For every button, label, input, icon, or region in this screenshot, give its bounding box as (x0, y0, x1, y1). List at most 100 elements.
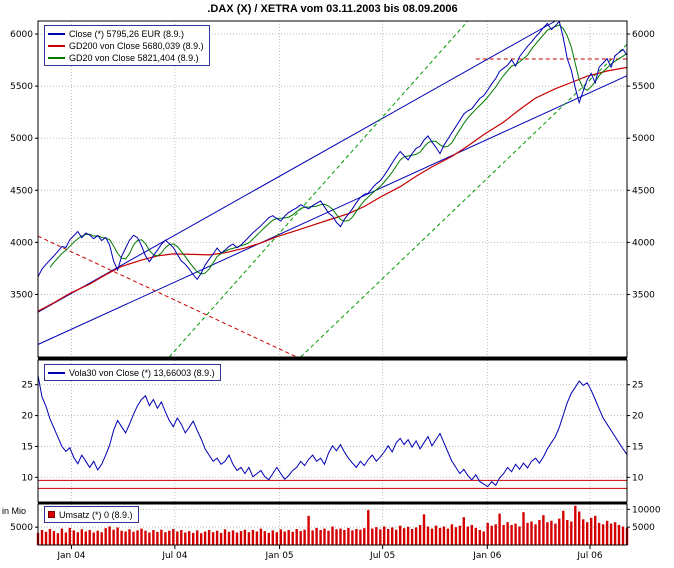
volume-bar (124, 531, 127, 545)
volume-bar (156, 531, 159, 545)
volume-bar (558, 518, 561, 545)
volume-bar (482, 531, 485, 545)
volume-bar (144, 530, 147, 545)
x-tick-label: Jan 04 (56, 551, 85, 561)
gd20-legend-label: GD20 von Close 5821,404 (8.9.) (69, 52, 199, 63)
volume-bar (438, 527, 442, 545)
price-axis-label-right: 5500 (632, 82, 655, 92)
volume-bar (52, 531, 56, 545)
volume-bar (219, 532, 223, 545)
price-legend[interactable]: Close (*) 5795,26 EUR (8.9.) GD200 von C… (44, 25, 210, 66)
volume-bar (379, 529, 382, 545)
vola-axis-label-right: 25 (632, 381, 643, 391)
volume-bar (108, 526, 111, 545)
volume-bar (259, 528, 263, 545)
volume-bar (550, 520, 553, 545)
price-axis-label-right: 6000 (632, 30, 655, 40)
x-tick-label: Jul 05 (369, 551, 395, 561)
volume-bar (239, 531, 243, 545)
volume-bar (72, 530, 75, 545)
volume-bar (307, 515, 310, 545)
volume-bar (56, 533, 60, 545)
volume-bar (399, 525, 402, 545)
volume-bar (518, 526, 521, 545)
volume-bar (454, 527, 458, 545)
volume-bar (582, 519, 585, 545)
volume-bar (136, 530, 139, 545)
vola-axis-label-left: 20 (22, 412, 34, 422)
vola-line-swatch (48, 371, 65, 374)
volume-bar (426, 526, 430, 545)
vola-legend[interactable]: Vola30 von Close (*) 13,66003 (8.9.) (44, 364, 221, 381)
volume-bar (243, 529, 247, 545)
volume-bar (367, 510, 370, 545)
volume-bar (546, 522, 549, 545)
volume-bar (275, 532, 278, 545)
volume-bar (538, 520, 541, 545)
trendline-channel-lower-blue (37, 75, 628, 345)
volume-bar (132, 531, 135, 545)
volume-bar (597, 522, 601, 545)
volume-bar (299, 531, 302, 545)
volume-bar (331, 526, 334, 545)
volume-bar (92, 532, 95, 545)
x-tick-label: Jul 04 (161, 551, 187, 561)
volume-bar (172, 529, 175, 545)
volume-bar (104, 528, 107, 545)
volume-bar (279, 529, 282, 545)
volume-bar (375, 527, 378, 545)
volume-bar (160, 529, 163, 545)
volume-bar (211, 532, 215, 545)
chart-title: .DAX (X) / XETRA vom 03.11.2003 bis 08.0… (207, 3, 458, 15)
volume-bar (84, 531, 87, 545)
volume-bar (410, 529, 414, 545)
volume-legend[interactable]: Umsatz (*) 0 (8.9.) (44, 506, 139, 523)
volume-bar (434, 525, 438, 545)
volume-bar (327, 530, 330, 545)
volume-bar (478, 530, 481, 545)
volume-bar (251, 530, 255, 545)
price-axis-label-right: 4500 (632, 186, 655, 196)
volume-bar (116, 527, 119, 545)
volume-bar (339, 528, 342, 545)
volume-bar (148, 532, 151, 545)
volume-bar (311, 530, 314, 545)
volume-bar (395, 529, 398, 545)
volume-bar (283, 531, 286, 545)
volume-bar-swatch (48, 511, 55, 518)
volume-bar (371, 528, 374, 545)
vola-line (37, 375, 628, 488)
volume-bar (315, 527, 318, 545)
volume-bar (231, 530, 235, 545)
price-axis-label-left: 3500 (10, 290, 33, 300)
volume-bar (48, 529, 52, 545)
volume-bar (88, 530, 91, 545)
volume-bar (44, 531, 48, 545)
gd200-line-swatch (48, 44, 65, 47)
trendline-red-downtrend (37, 235, 297, 358)
volume-bar (430, 528, 434, 545)
volume-bar (128, 529, 131, 545)
volume-bar (494, 524, 497, 545)
price-axis-label-left: 4000 (10, 238, 33, 248)
gd20-line-swatch (48, 56, 65, 59)
volume-bar (263, 531, 266, 545)
volume-bar (391, 527, 394, 545)
volume-bar (355, 529, 358, 545)
price-panel-bg (38, 21, 627, 357)
volume-bar (40, 530, 44, 545)
volume-bar (470, 525, 473, 545)
volume-bar (418, 525, 422, 545)
vola-panel-bg (38, 360, 627, 502)
volume-bar (96, 530, 99, 545)
volume-bar (255, 531, 259, 545)
volume-bar (402, 528, 406, 545)
price-axis-label-left: 5500 (10, 82, 33, 92)
volume-bar (267, 532, 270, 545)
volume-bar (80, 529, 83, 545)
volume-bar (215, 530, 219, 545)
volume-bar (164, 532, 167, 545)
volume-bar (502, 525, 505, 545)
